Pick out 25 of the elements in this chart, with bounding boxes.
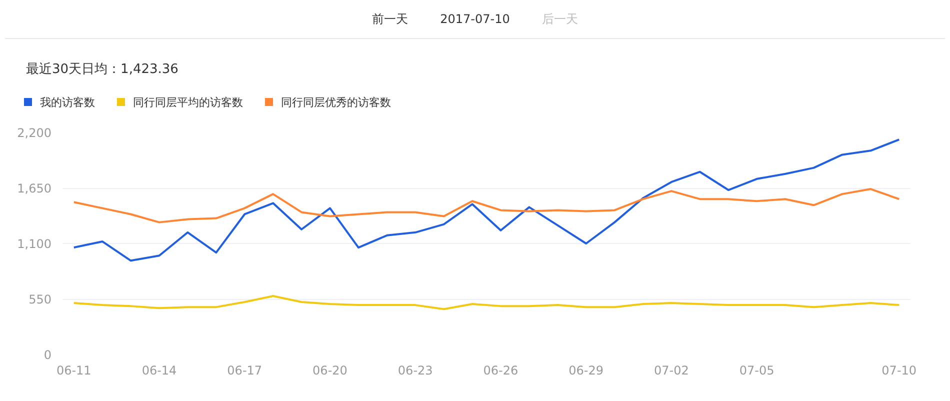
text: 2017-07-10 [440, 12, 510, 26]
x-tick-label: 06-20 [312, 364, 348, 378]
x-tick-label: 06-29 [568, 364, 604, 378]
x-tick-label: 06-23 [398, 364, 433, 378]
x-tick-label: 07-02 [654, 364, 689, 378]
legend-label: 同行同层平均的访客数 [132, 96, 243, 109]
x-tick-label: 07-10 [882, 364, 917, 378]
chart-title: 最近30天日均：1,423.36 [26, 61, 178, 79]
legend-label: 我的访客数 [39, 96, 95, 109]
y-tick-label: 2,200 [17, 126, 52, 140]
x-tick-label: 06-26 [483, 364, 518, 378]
line-series [72, 138, 900, 262]
text: 前一天 [372, 12, 408, 26]
text: 后一天 [542, 12, 578, 26]
legend-label: 同行同层优秀的访客数 [280, 96, 391, 109]
x-tick-label: 07-05 [739, 364, 774, 378]
x-tick-label: 06-14 [142, 364, 177, 378]
y-tick-label: 1,100 [17, 237, 52, 251]
y-tick-label: 550 [28, 292, 52, 306]
x-tick-label: 06-11 [56, 364, 92, 378]
line-series [72, 294, 900, 310]
y-tick-label: 1,650 [17, 182, 52, 196]
line-series [72, 188, 900, 224]
x-tick-label: 06-17 [227, 364, 262, 378]
y-tick-label: 0 [44, 348, 52, 362]
